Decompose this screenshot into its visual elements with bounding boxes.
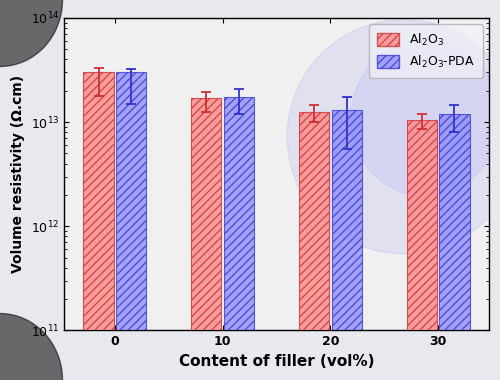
Legend: Al$_2$O$_3$, Al$_2$O$_3$-PDA: Al$_2$O$_3$, Al$_2$O$_3$-PDA [369, 24, 482, 78]
Ellipse shape [351, 40, 500, 196]
Ellipse shape [287, 19, 500, 254]
Bar [192, 98, 222, 380]
Bar [440, 114, 470, 380]
X-axis label: Content of filler (vol%): Content of filler (vol%) [178, 354, 374, 369]
Bar [407, 120, 437, 380]
Bar [332, 110, 362, 380]
Bar [116, 72, 146, 380]
Bar [224, 97, 254, 380]
Bar [84, 72, 114, 380]
Y-axis label: Volume resistivity (Ω.cm): Volume resistivity (Ω.cm) [11, 75, 25, 273]
Bar [299, 112, 330, 380]
